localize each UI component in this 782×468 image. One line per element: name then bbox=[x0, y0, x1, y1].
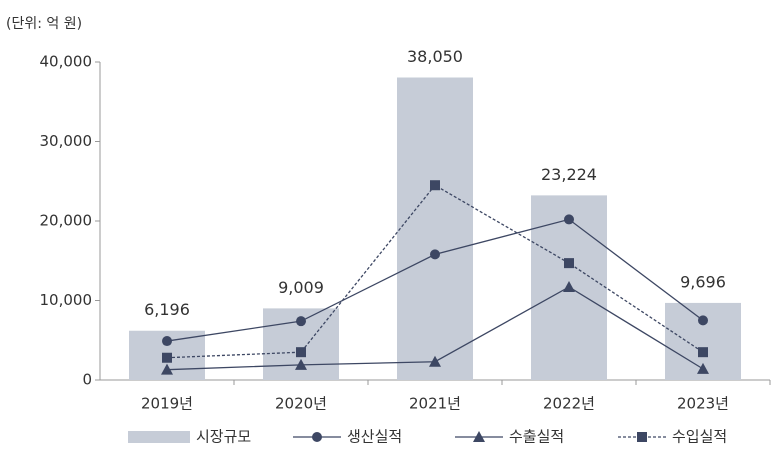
y-tick-label: 0 bbox=[82, 371, 92, 389]
marker bbox=[697, 362, 709, 374]
marker bbox=[296, 316, 306, 327]
marker bbox=[429, 355, 441, 367]
marker bbox=[312, 432, 322, 442]
y-tick-label: 10,000 bbox=[40, 291, 93, 309]
legend-label: 시장규모 bbox=[196, 428, 251, 446]
marker bbox=[564, 214, 574, 225]
bar bbox=[397, 77, 473, 380]
x-tick-label: 2023년 bbox=[677, 395, 729, 413]
x-tick-label: 2021년 bbox=[409, 395, 461, 413]
y-tick-label: 40,000 bbox=[40, 53, 93, 71]
marker bbox=[430, 180, 440, 191]
unit-label: (단위: 억 원) bbox=[6, 16, 82, 32]
marker bbox=[162, 352, 172, 363]
y-tick-label: 30,000 bbox=[40, 132, 93, 150]
marker bbox=[698, 347, 708, 358]
marker bbox=[698, 315, 708, 326]
x-tick-label: 2019년 bbox=[141, 395, 193, 413]
marker bbox=[295, 358, 307, 370]
marker bbox=[637, 432, 647, 442]
series-line bbox=[166, 184, 704, 359]
value-label: 9,009 bbox=[278, 278, 324, 297]
marker bbox=[430, 249, 440, 260]
marker bbox=[162, 336, 172, 347]
x-tick-label: 2022년 bbox=[543, 395, 595, 413]
marker bbox=[473, 431, 485, 442]
x-tick-label: 2020년 bbox=[275, 395, 327, 413]
legend-label: 생산실적 bbox=[347, 428, 402, 446]
marker bbox=[564, 258, 574, 269]
marker bbox=[563, 280, 575, 292]
marker bbox=[161, 363, 173, 375]
y-tick-label: 20,000 bbox=[40, 212, 93, 230]
marker bbox=[296, 347, 306, 358]
legend-label: 수출실적 bbox=[509, 428, 564, 446]
legend-label: 수입실적 bbox=[672, 428, 727, 446]
legend-swatch bbox=[128, 431, 190, 443]
value-label: 38,050 bbox=[407, 47, 463, 66]
value-label: 9,696 bbox=[680, 272, 726, 291]
value-label: 23,224 bbox=[541, 165, 597, 184]
value-label: 6,196 bbox=[144, 300, 190, 319]
